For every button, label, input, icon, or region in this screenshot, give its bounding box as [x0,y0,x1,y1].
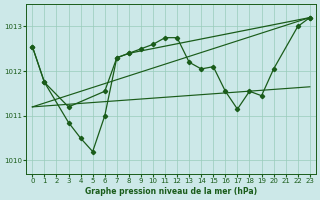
X-axis label: Graphe pression niveau de la mer (hPa): Graphe pression niveau de la mer (hPa) [85,187,257,196]
